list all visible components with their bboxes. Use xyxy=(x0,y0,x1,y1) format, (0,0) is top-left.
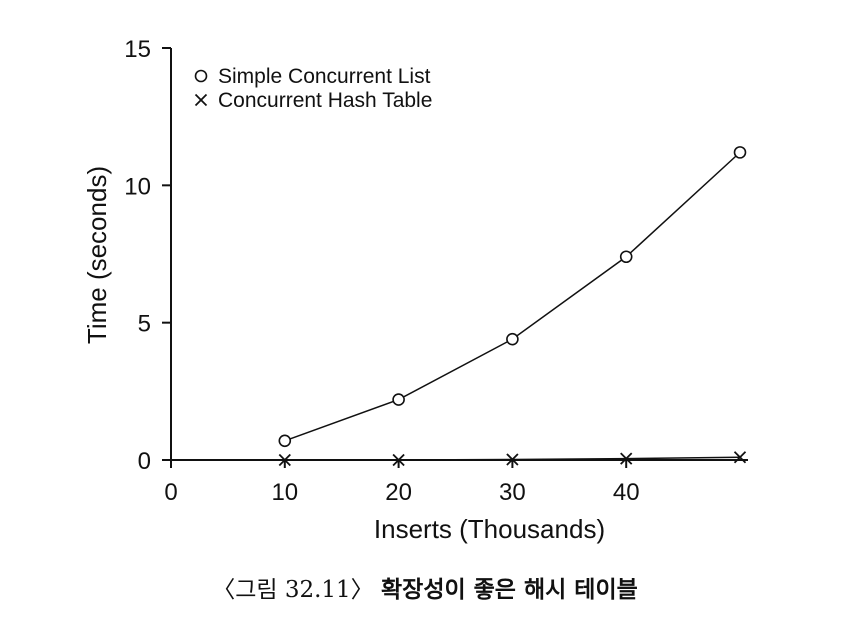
y-tick-label: 15 xyxy=(124,36,151,63)
cross-stroke xyxy=(506,453,519,466)
data-point-cross xyxy=(278,453,291,467)
cross-stroke xyxy=(620,452,633,465)
x-tick-label: 30 xyxy=(499,479,526,506)
line-chart: 0 10 20 30 40 0 5 10 15 Simple Concurrent ListCo… xyxy=(82,36,748,544)
x-tick-label: 40 xyxy=(613,479,640,506)
y-tick-label: 5 xyxy=(138,311,151,338)
x-axis-title: Inserts (Thousands) xyxy=(374,514,605,544)
caption-title: 확장성이 좋은 해시 테이블 xyxy=(381,577,638,603)
y-axis-title: Time (seconds) xyxy=(82,166,112,344)
data-point-circle xyxy=(392,393,405,406)
figure-caption: 〈그림 32.11〉 확장성이 좋은 해시 테이블 xyxy=(0,570,850,604)
chart-figure: 0 10 20 30 40 0 5 10 15 Simple Concurrent List Co… xyxy=(82,36,748,544)
data-point-circle xyxy=(733,146,747,159)
cross-stroke xyxy=(194,93,208,107)
cross-stroke xyxy=(392,453,405,467)
data-point-circle xyxy=(194,69,208,83)
legend-entry: Simple Concurrent List xyxy=(194,65,431,88)
data-point-cross xyxy=(392,453,405,467)
data-point-cross xyxy=(506,453,519,466)
cross-stroke xyxy=(733,451,747,464)
legend-label: Simple Concurrent List xyxy=(218,65,431,88)
x-tick-label: 10 xyxy=(271,479,298,506)
x-tick-label: 20 xyxy=(385,479,412,506)
x-tick-label: 0 xyxy=(164,479,177,506)
series-simple-concurrent-list xyxy=(278,146,747,448)
data-point-cross xyxy=(620,452,633,465)
data-point-circle xyxy=(278,434,292,448)
tick-marks: 0 10 20 30 40 0 5 10 15 xyxy=(124,36,639,506)
series-layer xyxy=(278,146,747,467)
y-tick-label: 10 xyxy=(124,173,151,200)
data-point-cross xyxy=(194,93,208,107)
y-tick-label: 0 xyxy=(138,448,151,475)
series-line xyxy=(284,151,741,442)
series-concurrent-hash-table xyxy=(278,451,747,467)
data-point-cross xyxy=(733,451,747,464)
cross-stroke xyxy=(278,453,291,467)
legend-entry: Concurrent Hash Table xyxy=(194,89,432,112)
legend-label: Concurrent Hash Table xyxy=(218,89,432,112)
data-point-circle xyxy=(506,332,519,346)
caption-number: 〈그림 32.11〉 xyxy=(212,577,374,603)
data-point-circle xyxy=(619,250,633,264)
